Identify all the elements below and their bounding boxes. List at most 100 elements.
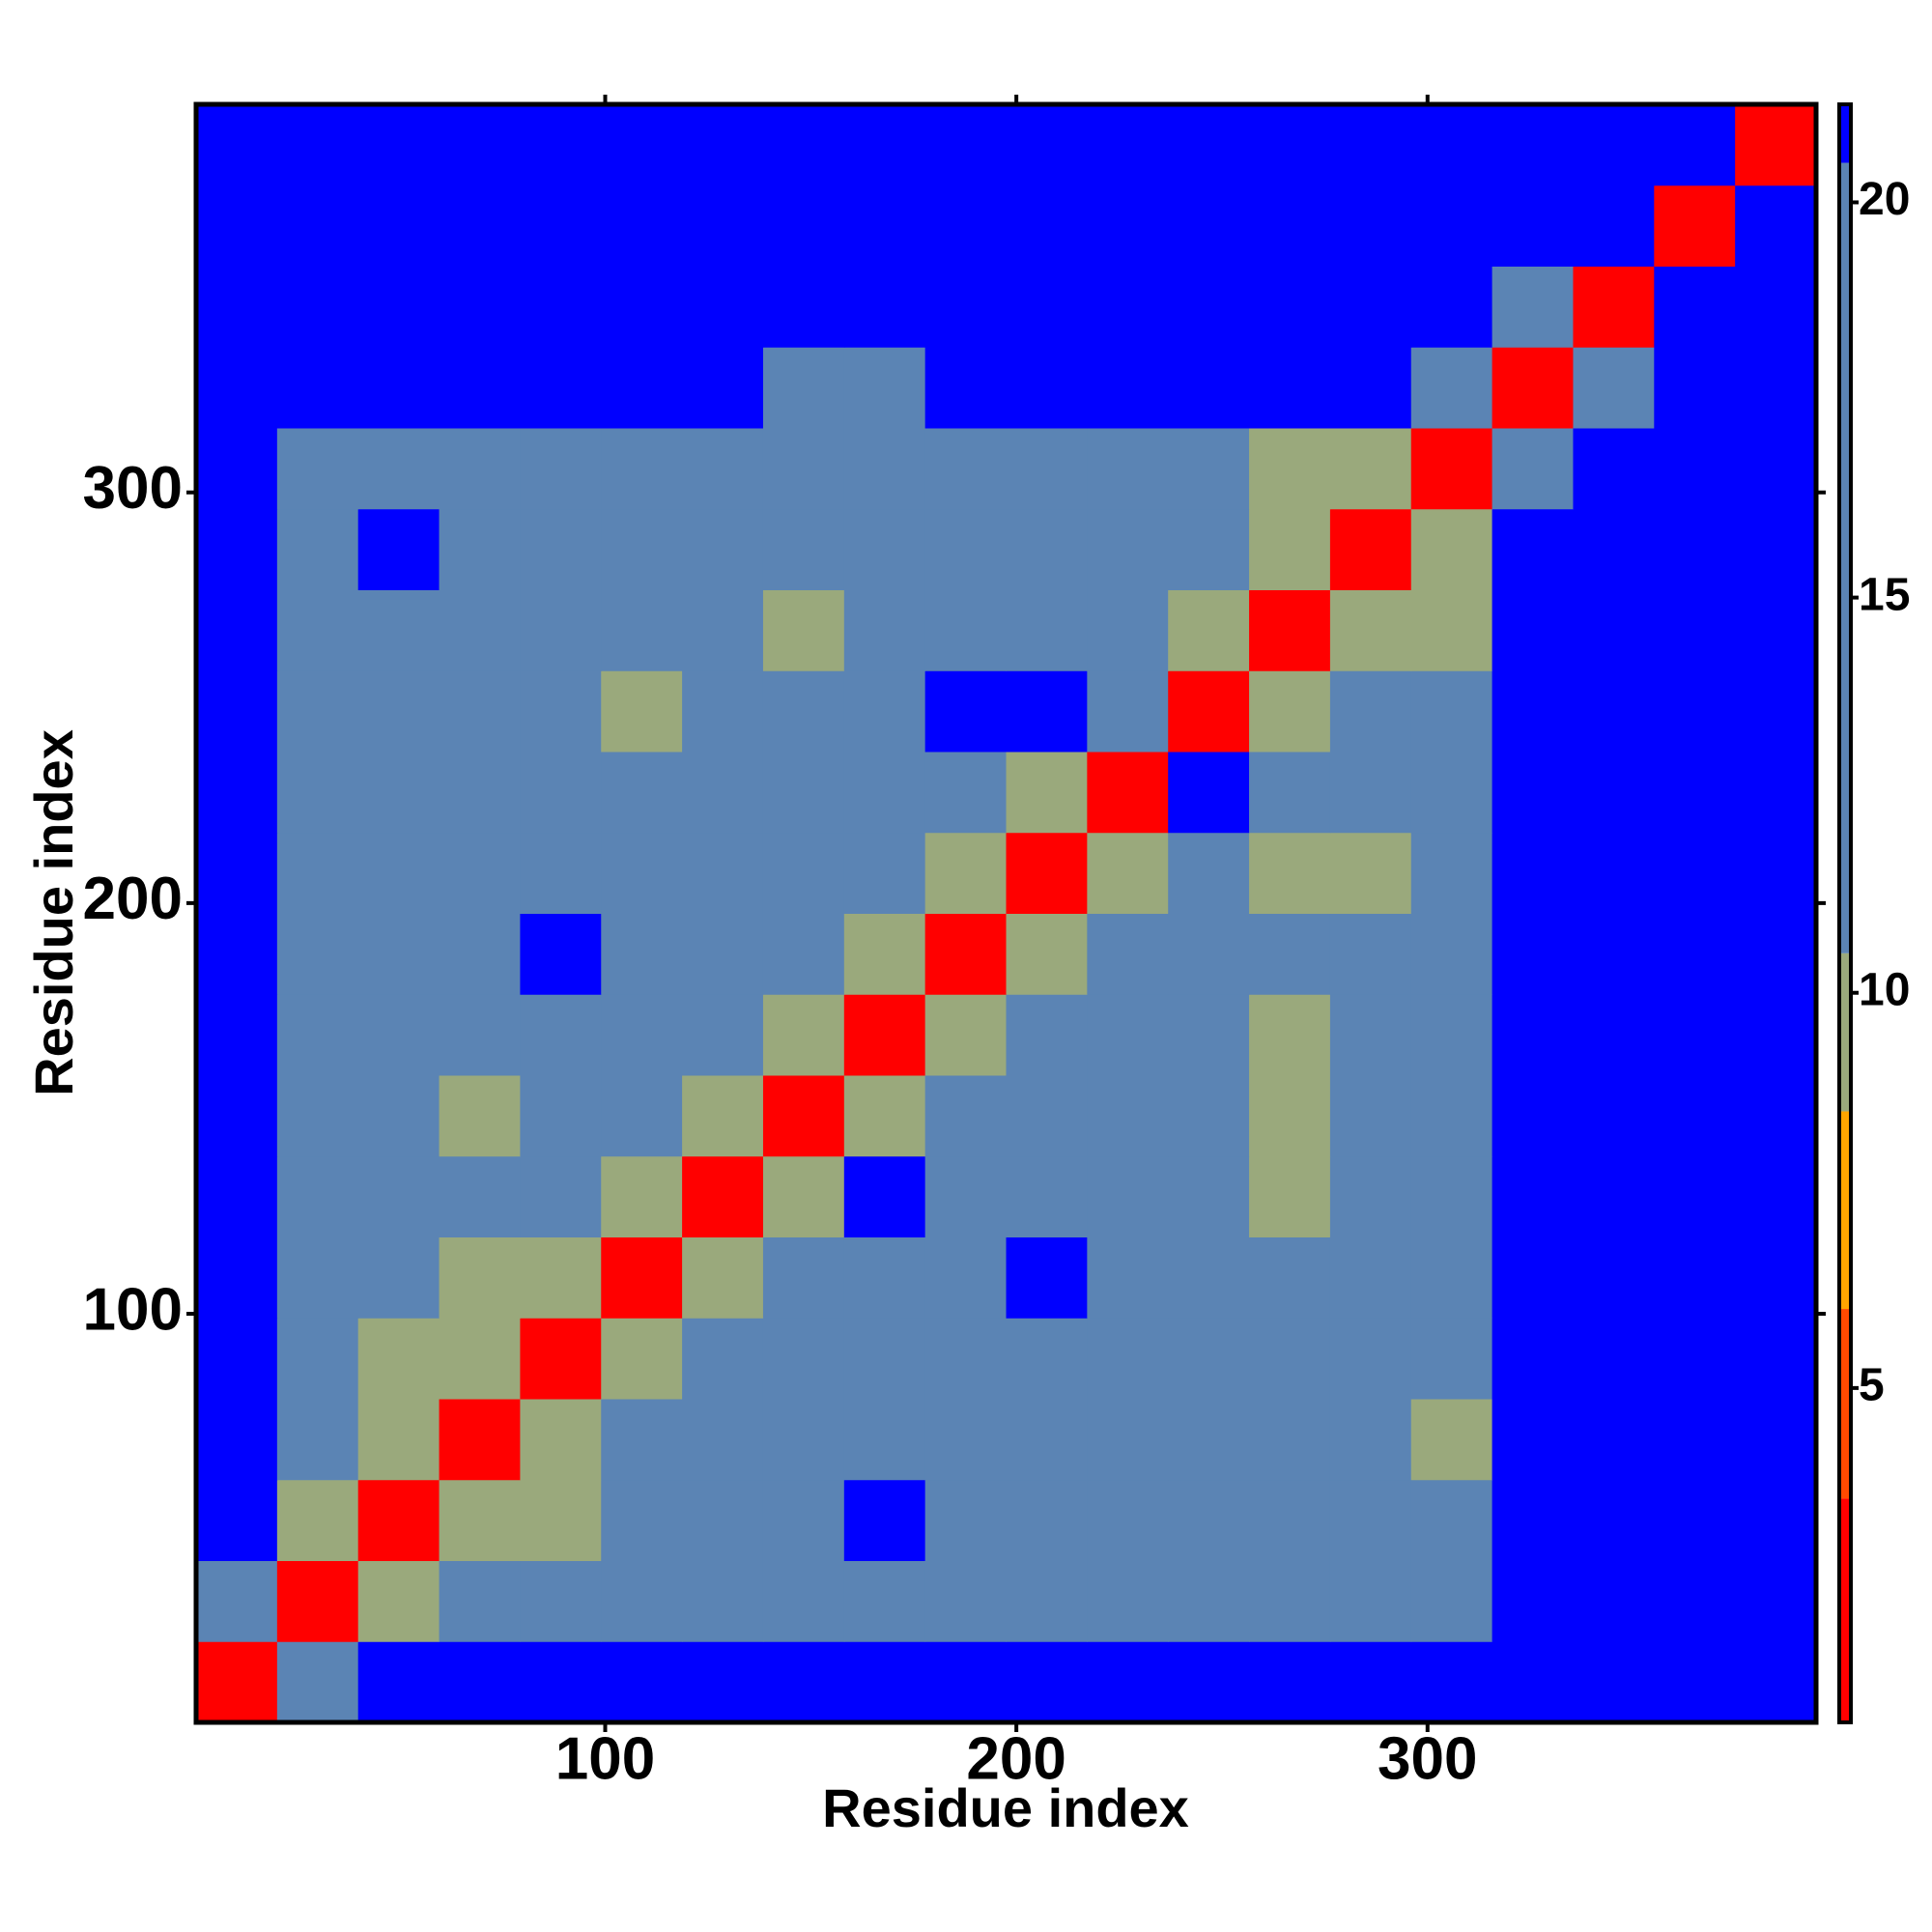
heat-cell bbox=[1168, 1399, 1250, 1481]
heat-cell bbox=[682, 1560, 764, 1642]
heat-cell bbox=[1249, 508, 1331, 590]
heat-cell bbox=[1168, 589, 1250, 671]
heat-cell bbox=[276, 1641, 359, 1723]
heat-cell bbox=[357, 913, 440, 995]
heat-cell bbox=[1735, 670, 1817, 753]
heat-cell bbox=[682, 266, 764, 348]
heat-cell bbox=[1006, 347, 1088, 429]
heat-cell bbox=[682, 1479, 764, 1561]
heat-cell bbox=[762, 994, 845, 1076]
heat-cell bbox=[520, 589, 602, 671]
heat-cell bbox=[924, 104, 1007, 186]
heat-cell bbox=[924, 428, 1007, 510]
heat-cell bbox=[1087, 994, 1169, 1076]
heat-cell bbox=[1654, 1560, 1736, 1642]
heat-cell bbox=[357, 994, 440, 1076]
heat-cell bbox=[1492, 1641, 1574, 1723]
heat-cell bbox=[439, 752, 521, 834]
heat-cell bbox=[196, 266, 278, 348]
heat-cell bbox=[1492, 1479, 1574, 1561]
heat-cell bbox=[1573, 752, 1655, 834]
heat-cell bbox=[276, 994, 359, 1076]
heat-cell bbox=[1168, 1641, 1250, 1723]
heat-cell bbox=[1249, 1641, 1331, 1723]
heat-cell bbox=[1735, 185, 1817, 267]
heat-cell bbox=[1006, 428, 1088, 510]
heat-cell bbox=[682, 1236, 764, 1319]
heat-cell bbox=[1410, 913, 1493, 995]
heat-cell bbox=[439, 1236, 521, 1319]
heat-cell bbox=[843, 670, 926, 753]
heat-cell bbox=[357, 428, 440, 510]
heat-cell bbox=[1329, 589, 1412, 671]
heat-cell bbox=[1492, 752, 1574, 834]
heat-cell bbox=[1654, 1075, 1736, 1157]
heat-cell bbox=[1087, 266, 1169, 348]
heat-cell bbox=[1087, 428, 1169, 510]
heat-cell bbox=[276, 104, 359, 186]
heat-cell bbox=[1735, 589, 1817, 671]
heat-cell bbox=[1492, 1155, 1574, 1237]
heat-cell bbox=[196, 1236, 278, 1319]
heat-cell bbox=[1006, 1479, 1088, 1561]
heat-cell bbox=[601, 1399, 683, 1481]
heat-cell bbox=[1654, 832, 1736, 914]
heat-cell bbox=[1249, 428, 1331, 510]
heat-cell bbox=[1006, 1236, 1088, 1319]
heat-cell bbox=[196, 832, 278, 914]
heat-cell bbox=[601, 508, 683, 590]
heat-cell bbox=[1410, 1075, 1493, 1157]
heat-cell bbox=[601, 185, 683, 267]
colorbar-frame bbox=[1837, 102, 1853, 1724]
heat-cell bbox=[1410, 832, 1493, 914]
heat-cell bbox=[601, 1479, 683, 1561]
heat-cell bbox=[1087, 1560, 1169, 1642]
heat-cell bbox=[601, 994, 683, 1076]
heat-cell bbox=[1410, 508, 1493, 590]
heat-cell bbox=[1573, 913, 1655, 995]
heat-cell bbox=[1410, 1560, 1493, 1642]
heat-cell bbox=[601, 428, 683, 510]
heat-cell bbox=[1006, 1318, 1088, 1400]
heat-cell bbox=[276, 1075, 359, 1157]
heat-cell bbox=[1492, 104, 1574, 186]
heat-cell bbox=[1087, 752, 1169, 834]
heat-cell bbox=[924, 1641, 1007, 1723]
x-tick-label: 200 bbox=[966, 1725, 1065, 1792]
heat-cell bbox=[1168, 994, 1250, 1076]
heat-cell bbox=[1410, 104, 1493, 186]
heat-cell bbox=[1168, 1236, 1250, 1319]
heat-cell bbox=[1249, 1399, 1331, 1481]
heat-cell bbox=[439, 508, 521, 590]
heat-cell bbox=[1654, 670, 1736, 753]
heat-cell bbox=[1410, 428, 1493, 510]
heat-cell bbox=[1735, 1318, 1817, 1400]
heat-cell bbox=[196, 994, 278, 1076]
heat-cell bbox=[1492, 589, 1574, 671]
heat-cell bbox=[682, 508, 764, 590]
heat-cell bbox=[439, 104, 521, 186]
heat-cell bbox=[1168, 347, 1250, 429]
heat-cell bbox=[439, 1318, 521, 1400]
heat-cell bbox=[924, 266, 1007, 348]
heat-cell bbox=[520, 994, 602, 1076]
heat-cell bbox=[1087, 1318, 1169, 1400]
heat-cell bbox=[357, 1479, 440, 1561]
heat-cell bbox=[276, 1399, 359, 1481]
heat-cell bbox=[439, 1155, 521, 1237]
heat-cell bbox=[1735, 1399, 1817, 1481]
heat-cell bbox=[843, 1479, 926, 1561]
heat-cell bbox=[196, 1560, 278, 1642]
heat-cell bbox=[1329, 508, 1412, 590]
heat-cell bbox=[1410, 185, 1493, 267]
heat-cell bbox=[924, 913, 1007, 995]
heat-cell bbox=[1006, 104, 1088, 186]
heat-cell bbox=[439, 1560, 521, 1642]
heat-cell bbox=[1492, 670, 1574, 753]
heat-cell bbox=[1492, 428, 1574, 510]
heat-cell bbox=[1735, 1155, 1817, 1237]
heat-cell bbox=[601, 1155, 683, 1237]
heat-cell bbox=[1654, 1318, 1736, 1400]
heat-cell bbox=[843, 832, 926, 914]
